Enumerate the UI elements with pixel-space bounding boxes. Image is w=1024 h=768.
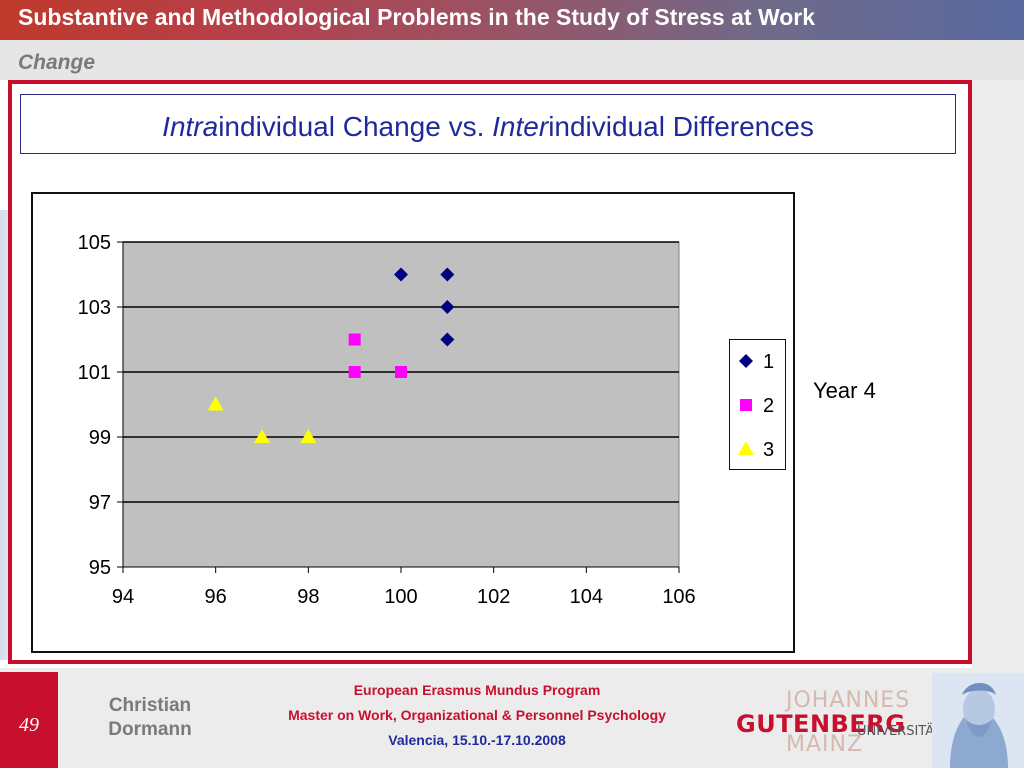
page-number: 49 xyxy=(19,714,39,736)
section-subtitle: Change xyxy=(18,51,96,74)
slide-title-box: Intraindividual Change vs. Interindividu… xyxy=(20,94,956,154)
y-tick-label: 95 xyxy=(89,557,111,579)
y-tick-label: 103 xyxy=(78,297,111,319)
legend-marker-series-2 xyxy=(740,399,752,411)
legend-marker-series-3 xyxy=(738,441,754,455)
data-point-series-2 xyxy=(348,333,361,346)
footer-band xyxy=(0,668,1024,768)
master-program-name: Master on Work, Organizational & Personn… xyxy=(288,707,666,723)
data-point-series-1 xyxy=(440,300,455,314)
x-tick-label: 106 xyxy=(662,586,695,608)
presentation-title: Substantive and Methodological Problems … xyxy=(18,4,816,30)
slide-title: Intraindividual Change vs. Interindividu… xyxy=(21,111,955,143)
y-tick-label: 99 xyxy=(89,427,111,449)
chart-container: 95 97 99 101 103 105 94 96 98 100 102 104 106 xyxy=(31,192,795,653)
year-label: Year 4 xyxy=(813,378,876,403)
slide-title-italic-1: Intra xyxy=(162,111,219,142)
slide-title-text-1: individual Change vs. xyxy=(218,111,493,142)
data-point-series-1 xyxy=(440,332,455,347)
header-curve-decoration xyxy=(0,40,1024,80)
legend-graphic: 1 2 3 xyxy=(738,351,774,461)
university-logo: JOHANNES GUTENBERG UNIVERSITÄT MAINZ xyxy=(734,688,941,760)
author-last-name: Dormann xyxy=(108,719,192,740)
slide-title-text-2: individual Differences xyxy=(548,111,814,142)
data-point-series-2 xyxy=(348,366,361,378)
data-point-series-3 xyxy=(300,429,317,443)
slide-title-italic-2: Inter xyxy=(492,111,549,142)
scatter-chart: 95 97 99 101 103 105 94 96 98 100 102 104 106 xyxy=(78,232,696,608)
logo-university-text: UNIVERSITÄT xyxy=(857,724,942,739)
x-tick-label: 104 xyxy=(570,586,603,608)
data-point-series-1 xyxy=(440,267,455,282)
logo-main-text: GUTENBERG xyxy=(736,710,906,738)
chart-legend: 1 2 3 xyxy=(729,339,786,470)
author-name: Christian Dormann xyxy=(80,694,220,742)
legend-label-series-2: 2 xyxy=(763,395,774,417)
legend-label-series-1: 1 xyxy=(763,351,774,373)
right-decoration-strip xyxy=(972,80,1024,668)
gutenberg-portrait-image xyxy=(932,673,1024,768)
legend-marker-series-1 xyxy=(739,354,753,368)
venue-dates: Valencia, 15.10.-17.10.2008 xyxy=(388,732,566,748)
x-tick-label: 102 xyxy=(477,586,510,608)
data-point-series-2 xyxy=(395,366,407,378)
plot-area xyxy=(122,241,680,568)
program-name: European Erasmus Mundus Program xyxy=(353,682,601,698)
x-tick-label: 100 xyxy=(384,586,417,608)
author-first-name: Christian xyxy=(108,695,192,716)
header-banner: Substantive and Methodological Problems … xyxy=(0,0,1024,80)
data-point-series-1 xyxy=(394,267,408,282)
x-tick-label: 98 xyxy=(297,586,319,608)
y-tick-label: 97 xyxy=(89,492,111,514)
page-number-box: 49 xyxy=(0,672,58,768)
data-point-series-3 xyxy=(254,429,270,443)
y-tick-label: 101 xyxy=(78,362,111,384)
logo-top-text: JOHANNES xyxy=(786,688,911,713)
x-tick-label: 96 xyxy=(205,586,227,608)
data-point-series-3 xyxy=(207,396,224,411)
x-tick-label: 94 xyxy=(112,586,134,608)
legend-label-series-3: 3 xyxy=(763,439,774,461)
logo-bottom-text: MAINZ xyxy=(786,732,864,757)
y-tick-label: 105 xyxy=(78,232,111,254)
